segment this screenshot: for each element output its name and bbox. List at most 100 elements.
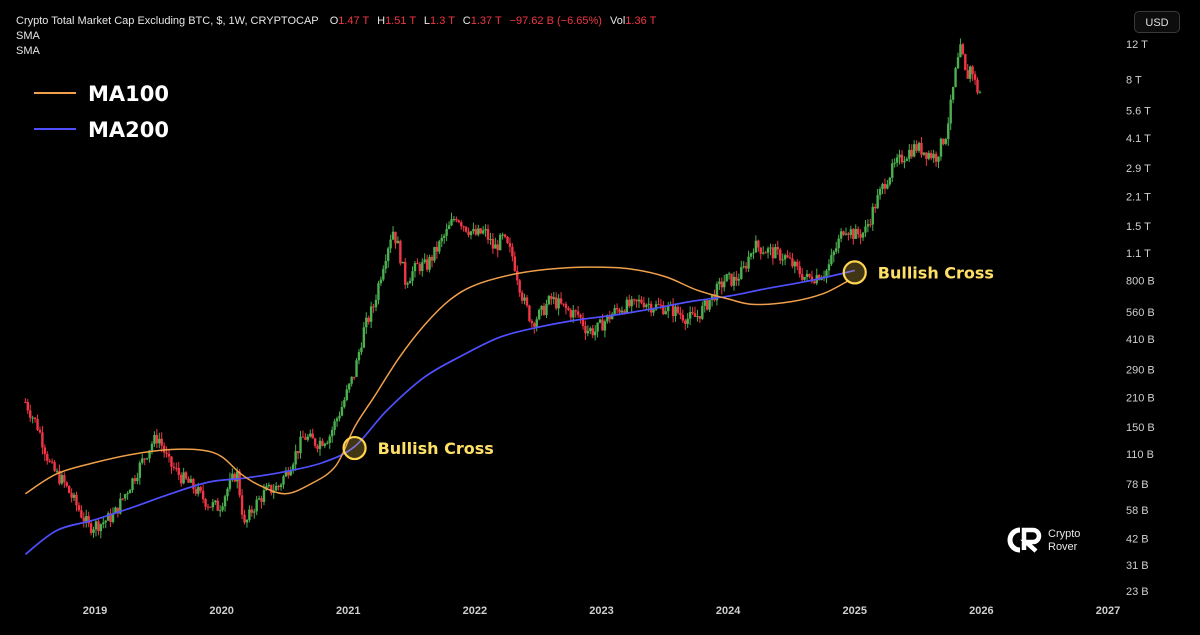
bullish-cross-marker bbox=[342, 435, 367, 461]
y-tick-label: 42 B bbox=[1126, 533, 1149, 545]
candle-body bbox=[835, 248, 838, 252]
candle-body bbox=[136, 477, 139, 482]
candle-body bbox=[460, 222, 463, 227]
candle-body bbox=[486, 229, 490, 240]
y-tick-label: 290 B bbox=[1126, 364, 1155, 376]
candle-body bbox=[961, 44, 965, 55]
candle-body bbox=[808, 273, 811, 277]
candle-body bbox=[126, 493, 129, 495]
candle-body bbox=[457, 220, 461, 223]
candle-body bbox=[637, 299, 641, 302]
candle-body bbox=[292, 464, 295, 471]
candle-body bbox=[662, 305, 665, 315]
x-axis: 2019 2020 2021 2022 2023 2024 2025 2026 2027 bbox=[83, 605, 1120, 617]
candle-body bbox=[80, 510, 83, 518]
sma-indicator-1[interactable]: SMA bbox=[16, 30, 40, 42]
candle-body bbox=[496, 244, 499, 251]
candle-body bbox=[939, 138, 943, 157]
candle-body bbox=[579, 314, 582, 318]
candle-body bbox=[425, 259, 429, 270]
close-label: C bbox=[462, 15, 471, 27]
candle-body bbox=[908, 149, 911, 159]
candle-body bbox=[41, 432, 44, 448]
candle-body bbox=[197, 487, 200, 494]
candle-body bbox=[435, 246, 439, 252]
candle-body bbox=[679, 312, 682, 315]
candle-body bbox=[31, 417, 34, 419]
candle-body bbox=[170, 456, 173, 467]
candle-body bbox=[796, 261, 799, 267]
candle-body bbox=[248, 509, 251, 520]
candle-body bbox=[189, 479, 193, 483]
candle-body bbox=[175, 467, 178, 469]
x-tick-label: 2022 bbox=[463, 605, 487, 617]
candle-body bbox=[389, 239, 392, 249]
candle-body bbox=[883, 184, 887, 189]
candle-body bbox=[421, 262, 424, 272]
candle-body bbox=[296, 451, 300, 454]
candle-body bbox=[311, 433, 314, 439]
candle-body bbox=[895, 157, 899, 163]
candle-body bbox=[301, 436, 305, 438]
candle-body bbox=[676, 306, 680, 313]
candle-body bbox=[759, 247, 762, 254]
candle-body bbox=[569, 309, 573, 318]
candle-body bbox=[184, 472, 188, 479]
candle-body bbox=[584, 325, 587, 334]
candle-body bbox=[218, 510, 222, 512]
candle-body bbox=[428, 256, 431, 270]
candle-body bbox=[630, 299, 633, 307]
currency-button[interactable]: USD bbox=[1134, 11, 1180, 33]
candle-body bbox=[771, 247, 775, 259]
candle-body bbox=[723, 281, 726, 288]
candle-body bbox=[601, 319, 604, 331]
chart-header: Crypto Total Market Cap Excluding BTC, $… bbox=[16, 14, 656, 28]
candle-body bbox=[786, 255, 789, 258]
candle-body bbox=[123, 494, 127, 499]
sma-indicator-2[interactable]: SMA bbox=[16, 45, 40, 57]
candle-body bbox=[323, 443, 327, 446]
candle-body bbox=[628, 299, 631, 307]
candle-body bbox=[562, 303, 565, 305]
candle-body bbox=[606, 315, 609, 322]
candle-body bbox=[158, 438, 161, 444]
candle-body bbox=[674, 306, 677, 317]
candle-body bbox=[798, 266, 801, 275]
x-tick-label: 2026 bbox=[969, 605, 993, 617]
candle-body bbox=[725, 274, 728, 282]
candle-body bbox=[871, 206, 874, 225]
candle-body bbox=[401, 261, 404, 264]
candle-body bbox=[949, 99, 952, 124]
candle-body bbox=[99, 524, 103, 532]
candle-body bbox=[854, 228, 857, 239]
candle-body bbox=[194, 488, 198, 494]
candle-body bbox=[340, 406, 344, 416]
candle-body bbox=[776, 247, 780, 250]
y-tick-label: 1.1 T bbox=[1126, 248, 1151, 260]
candle-body bbox=[474, 229, 478, 235]
candle-body bbox=[396, 240, 400, 244]
candle-body bbox=[737, 279, 741, 281]
y-tick-label: 2.1 T bbox=[1126, 191, 1151, 203]
candle-body bbox=[240, 495, 244, 515]
candle-body bbox=[513, 256, 517, 271]
candle-body bbox=[187, 478, 190, 483]
candle-body bbox=[374, 299, 378, 308]
legend-ma200-label: MA200 bbox=[88, 118, 169, 142]
candle-body bbox=[730, 273, 733, 286]
low-value: 1.3 T bbox=[430, 15, 455, 27]
candle-body bbox=[516, 270, 519, 281]
y-tick-label: 31 B bbox=[1126, 560, 1149, 572]
y-tick-label: 210 B bbox=[1126, 393, 1155, 405]
candle-body bbox=[250, 509, 254, 513]
candle-body bbox=[155, 434, 159, 444]
candle-body bbox=[917, 142, 921, 151]
candle-body bbox=[75, 494, 78, 506]
candle-body bbox=[623, 310, 626, 313]
x-tick-label: 2020 bbox=[209, 605, 233, 617]
candle-body bbox=[462, 226, 465, 228]
candle-body bbox=[747, 256, 750, 269]
bullish-cross-label: Bullish Cross bbox=[878, 263, 994, 282]
candle-body bbox=[764, 252, 767, 254]
